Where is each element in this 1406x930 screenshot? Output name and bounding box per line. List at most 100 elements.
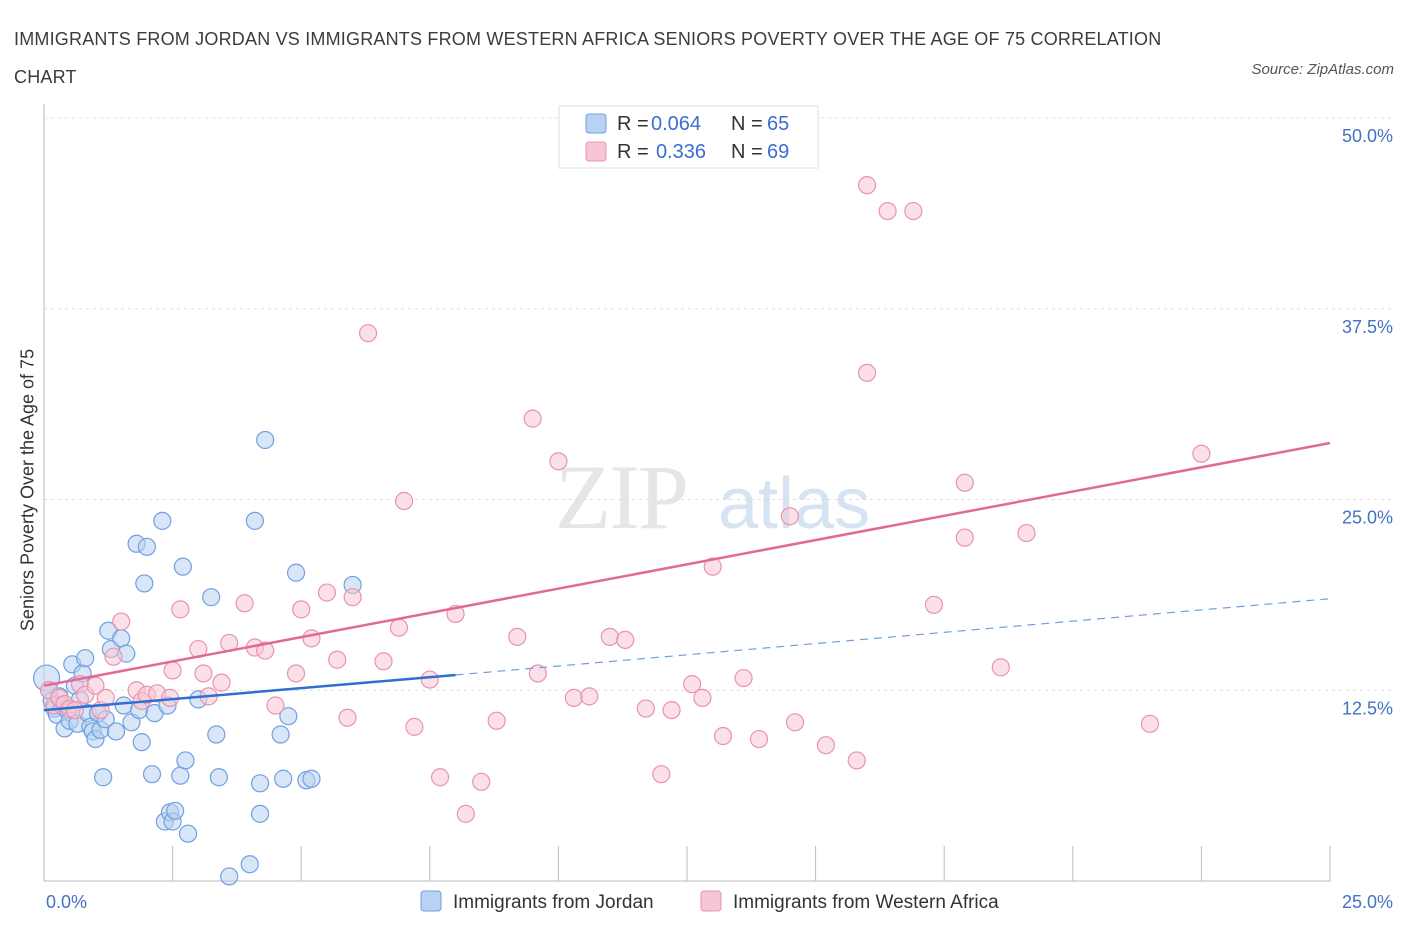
western-africa-point-78 (1192, 444, 1211, 463)
western-africa-point-71 (904, 201, 923, 221)
western-africa-point-68 (857, 363, 877, 382)
western-africa-point-58 (683, 675, 702, 694)
jordan-point-50 (207, 725, 226, 744)
chart-title: IMMIGRANTS FROM JORDAN VS IMMIGRANTS FRO… (14, 29, 1162, 87)
western-africa-point-38 (389, 618, 409, 637)
correlation-legend: R = 0.064 N = 65 R = 0.336 N = 69 (558, 105, 819, 169)
jordan-point-35 (137, 537, 156, 556)
western-africa-point-59 (693, 688, 712, 707)
legend-n-label-jordan: N = (731, 113, 763, 135)
jordan-point-38 (153, 511, 172, 530)
western-africa-point-5 (65, 700, 84, 720)
western-africa-point-48 (523, 409, 542, 428)
axes (43, 104, 1331, 882)
western-africa-point-49 (528, 664, 547, 683)
western-africa-point-11 (104, 647, 123, 666)
y-tick-labels: 12.5% 25.0% 37.5% 50.0% (1342, 126, 1393, 718)
x-tick-label-min: 0.0% (46, 892, 87, 912)
western-africa-point-46 (487, 711, 506, 730)
jordan-point-61 (286, 563, 306, 582)
western-africa-point-72 (924, 595, 944, 614)
jordan-point-52 (220, 867, 239, 886)
jordan-point-15 (76, 649, 95, 668)
jordan-point-58 (271, 725, 290, 744)
western-africa-point-21 (194, 664, 213, 683)
y-tick-label-3: 50.0% (1342, 126, 1393, 146)
western-africa-point-27 (256, 641, 275, 660)
x-tick-labels: 0.0% 25.0% (46, 892, 1393, 912)
trend-lines (43, 441, 1331, 712)
watermark-zip: ZIP (555, 446, 687, 548)
western-africa-point-69 (857, 176, 877, 195)
western-africa-point-44 (456, 804, 475, 823)
bottom-legend-label-western-africa: Immigrants from Western Africa (733, 892, 999, 913)
jordan-point-55 (250, 804, 270, 823)
trend-line-jordan-extended (455, 598, 1331, 676)
jordan-point-59 (274, 769, 293, 788)
watermark-atlas: atlas (718, 464, 870, 544)
western-africa-point-60 (703, 557, 722, 576)
western-africa-point-41 (420, 670, 439, 689)
western-africa-point-50 (549, 452, 568, 471)
western-africa-point-33 (328, 650, 347, 669)
western-africa-point-62 (734, 668, 753, 688)
jordan-point-26 (106, 722, 126, 741)
x-tick-label-max: 25.0% (1342, 892, 1393, 912)
western-africa-point-74 (955, 528, 974, 547)
western-africa-point-25 (235, 594, 254, 613)
western-africa-point-10 (96, 688, 115, 707)
western-africa-point-42 (430, 768, 450, 787)
jordan-point-45 (173, 557, 192, 576)
legend-r-value-jordan: 0.064 (651, 113, 701, 135)
jordan-point-60 (279, 707, 298, 726)
western-africa-point-29 (286, 664, 306, 683)
jordan-point-27 (112, 629, 131, 648)
jordan-point-43 (166, 801, 185, 820)
western-africa-point-12 (112, 612, 131, 631)
trend-line-jordan (43, 673, 456, 712)
jordan-point-44 (171, 766, 190, 785)
western-africa-point-52 (580, 687, 599, 706)
bottom-legend-swatch-western-africa (700, 890, 722, 912)
western-africa-point-76 (1017, 523, 1036, 543)
jordan-point-28 (114, 696, 133, 715)
jordan-point-36 (142, 765, 162, 784)
western-africa-point-51 (564, 688, 583, 707)
trend-line-western-africa (43, 441, 1331, 687)
western-africa-point-53 (600, 627, 619, 646)
legend-n-value-western-africa: 69 (767, 141, 789, 163)
western-africa-point-35 (343, 588, 362, 607)
y-tick-label-0: 12.5% (1342, 698, 1393, 718)
western-africa-point-70 (878, 201, 897, 221)
legend-r-label-western-africa: R = (617, 141, 649, 163)
western-africa-point-23 (212, 673, 231, 692)
western-africa-point-67 (847, 751, 866, 770)
source-note: Source: ZipAtlas.com (1251, 61, 1394, 78)
jordan-point-49 (202, 588, 221, 607)
legend-n-label-western-africa: N = (731, 141, 763, 163)
legend-swatch-western-africa (585, 141, 607, 162)
legend-r-label-jordan: R = (617, 113, 649, 135)
jordan-point-34 (135, 574, 154, 593)
legend-n-value-jordan: 65 (767, 113, 789, 135)
western-africa-point-37 (374, 652, 393, 671)
western-africa-point-66 (816, 736, 835, 755)
western-africa-point-73 (955, 473, 974, 492)
western-africa-point-65 (785, 713, 805, 732)
western-africa-point-57 (662, 700, 681, 720)
western-africa-point-40 (405, 717, 424, 736)
western-africa-point-55 (636, 699, 655, 718)
jordan-point-22 (94, 768, 113, 787)
jordan-point-56 (250, 774, 270, 793)
western-africa-point-56 (652, 765, 671, 784)
bottom-legend-swatch-jordan (420, 890, 442, 912)
western-africa-point-63 (749, 729, 769, 749)
western-africa-point-31 (302, 629, 321, 648)
western-africa-point-77 (1140, 714, 1160, 733)
jordan-point-54 (245, 511, 265, 530)
jordan-point-51 (209, 768, 228, 787)
western-africa-point-19 (171, 600, 190, 619)
y-tick-label-1: 25.0% (1342, 508, 1393, 528)
western-africa-point-64 (780, 507, 799, 526)
